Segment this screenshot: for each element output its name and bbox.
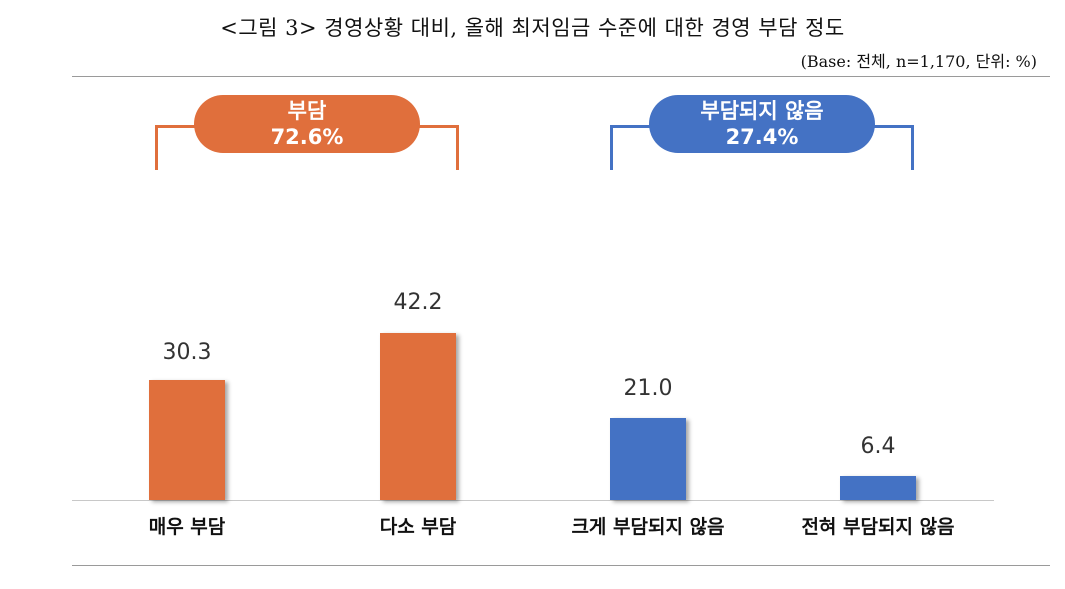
- top-divider: [72, 76, 1050, 77]
- bar-value-somewhat-burden: 42.2: [393, 290, 443, 315]
- category-label-somewhat-burden: 다소 부담: [379, 516, 457, 538]
- burden-group-label: 부담: [287, 99, 327, 123]
- not-burden-group-badge: 부담되지 않음 27.4%: [649, 95, 875, 153]
- bar-value-very-burden: 30.3: [162, 340, 212, 365]
- bar-not-at-all-burden: [840, 476, 916, 500]
- category-label-not-very-burden: 크게 부담되지 않음: [571, 516, 725, 538]
- chart-title: <그림 3> 경영상황 대비, 올해 최저임금 수준에 대한 경영 부담 정도: [220, 16, 845, 40]
- burden-group-badge: 부담 72.6%: [194, 95, 420, 153]
- not-burden-group-value: 27.4%: [725, 125, 799, 149]
- category-label-not-at-all-burden: 전혀 부담되지 않음: [801, 516, 955, 538]
- chart-subtitle: (Base: 전체, n=1,170, 단위: %): [800, 52, 1037, 71]
- bar-value-not-at-all-burden: 6.4: [860, 434, 896, 459]
- bar-somewhat-burden: [380, 333, 456, 500]
- bar-very-burden: [149, 380, 225, 500]
- bar-not-very-burden: [610, 418, 686, 500]
- bar-value-not-very-burden: 21.0: [623, 376, 673, 401]
- x-axis-line: [72, 500, 994, 501]
- not-burden-group-label: 부담되지 않음: [700, 99, 824, 123]
- burden-group-value: 72.6%: [270, 125, 344, 149]
- category-label-very-burden: 매우 부담: [148, 516, 226, 538]
- bottom-divider: [72, 565, 1050, 566]
